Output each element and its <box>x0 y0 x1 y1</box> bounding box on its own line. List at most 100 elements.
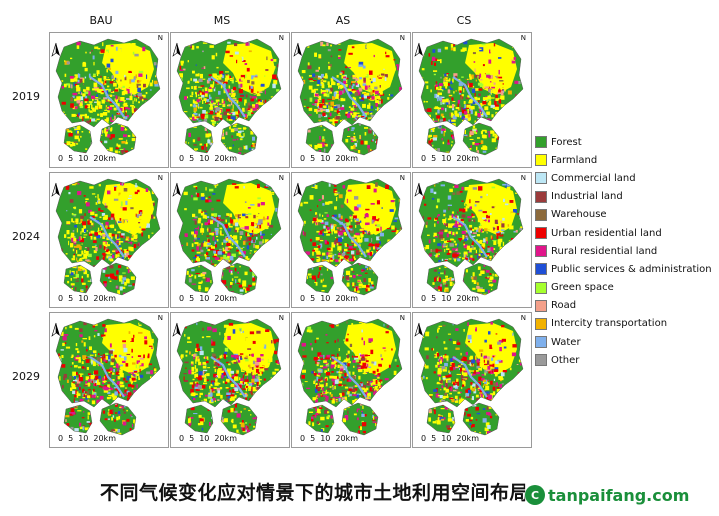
scale-label: 20km <box>93 294 116 303</box>
legend-swatch <box>535 172 547 185</box>
legend-item: Warehouse <box>535 206 712 224</box>
scale-bar: 0 5 10 20km <box>179 434 242 443</box>
scale-label: 5 <box>68 294 74 303</box>
scale-label: 10 <box>78 434 89 443</box>
scale-label: 20km <box>456 294 479 303</box>
land-use-map <box>297 178 403 296</box>
legend-label: Warehouse <box>551 209 607 221</box>
column-header-ms: MS <box>213 14 231 27</box>
scale-label: 10 <box>441 154 452 163</box>
scale-label: 10 <box>199 434 210 443</box>
legend-item: Urban residential land <box>535 224 712 242</box>
watermark-logo: C <box>525 485 545 505</box>
north-label: N <box>278 34 284 42</box>
legend-swatch <box>535 336 547 349</box>
scale-label: 20km <box>214 294 237 303</box>
scale-label: 5 <box>68 434 74 443</box>
legend-label: Water <box>551 336 581 348</box>
scale-bar: 0 5 10 20km <box>58 434 121 443</box>
legend-label: Green space <box>551 282 614 294</box>
north-label: N <box>157 174 163 182</box>
map-panel-cs-2019: N 0 5 10 20km <box>412 32 532 168</box>
legend-item: Commercial land <box>535 169 712 187</box>
scale-label: 5 <box>68 154 74 163</box>
watermark: C tanpaifang.com <box>525 482 713 508</box>
scale-label: 0 <box>58 154 64 163</box>
scale-label: 0 <box>421 434 427 443</box>
map-panel-ms-2024: N 0 5 10 20km <box>170 172 290 308</box>
legend-label: Urban residential land <box>551 227 662 239</box>
map-panel-cs-2024: N 0 5 10 20km <box>412 172 532 308</box>
scale-label: 10 <box>199 294 210 303</box>
scale-label: 5 <box>431 294 437 303</box>
north-label: N <box>157 314 163 322</box>
legend-item: Road <box>535 297 712 315</box>
scale-label: 0 <box>179 434 185 443</box>
map-panel-ms-2029: N 0 5 10 20km <box>170 312 290 448</box>
legend-item: Green space <box>535 279 712 297</box>
scale-label: 0 <box>300 154 306 163</box>
scale-label: 20km <box>93 434 116 443</box>
scale-label: 10 <box>441 434 452 443</box>
land-use-map <box>55 318 161 436</box>
legend-swatch <box>535 227 547 240</box>
map-panel-as-2029: N 0 5 10 20km <box>291 312 411 448</box>
scale-label: 20km <box>335 434 358 443</box>
north-arrow-icon <box>51 42 60 57</box>
map-panel-bau-2029: N 0 5 10 20km <box>49 312 169 448</box>
north-arrow-icon <box>414 42 423 57</box>
row-header-2029: 2029 <box>12 370 40 383</box>
scale-label: 5 <box>310 434 316 443</box>
scale-label: 5 <box>310 294 316 303</box>
north-arrow-icon <box>172 42 181 57</box>
scale-label: 0 <box>58 294 64 303</box>
north-arrow-icon <box>172 182 181 197</box>
scale-label: 20km <box>214 434 237 443</box>
legend-swatch <box>535 263 547 276</box>
north-arrow-icon <box>414 322 423 337</box>
scale-bar: 0 5 10 20km <box>300 154 363 163</box>
legend-swatch <box>535 136 547 149</box>
north-arrow-icon <box>293 42 302 57</box>
scale-label: 5 <box>431 154 437 163</box>
scale-label: 10 <box>199 154 210 163</box>
land-use-map <box>297 318 403 436</box>
legend-item: Other <box>535 351 712 369</box>
legend-item: Forest <box>535 133 712 151</box>
scale-label: 0 <box>300 434 306 443</box>
north-arrow-icon <box>172 322 181 337</box>
legend-label: Other <box>551 354 580 366</box>
row-header-2024: 2024 <box>12 230 40 243</box>
legend-item: Public services & administration <box>535 260 712 278</box>
scale-label: 0 <box>179 154 185 163</box>
map-panel-as-2024: N 0 5 10 20km <box>291 172 411 308</box>
north-label: N <box>399 174 405 182</box>
north-label: N <box>520 314 526 322</box>
scale-label: 0 <box>421 154 427 163</box>
legend-label: Commercial land <box>551 172 636 184</box>
scale-label: 20km <box>456 434 479 443</box>
map-panel-cs-2029: N 0 5 10 20km <box>412 312 532 448</box>
scale-label: 10 <box>78 294 89 303</box>
north-label: N <box>399 34 405 42</box>
north-arrow-icon <box>293 322 302 337</box>
scale-bar: 0 5 10 20km <box>300 434 363 443</box>
legend-swatch <box>535 354 547 367</box>
north-label: N <box>157 34 163 42</box>
north-label: N <box>278 314 284 322</box>
scale-bar: 0 5 10 20km <box>58 294 121 303</box>
legend-label: Public services & administration <box>551 263 712 275</box>
north-label: N <box>520 174 526 182</box>
legend-swatch <box>535 208 547 221</box>
north-label: N <box>399 314 405 322</box>
legend-label: Intercity transportation <box>551 318 668 330</box>
legend-item: Industrial land <box>535 188 712 206</box>
scale-bar: 0 5 10 20km <box>421 434 484 443</box>
legend-swatch <box>535 317 547 330</box>
legend-label: Road <box>551 300 577 312</box>
scale-label: 20km <box>214 154 237 163</box>
legend-item: Intercity transportation <box>535 315 712 333</box>
figure-caption: 不同气候变化应对情景下的城市土地利用空间布局 <box>100 482 530 504</box>
land-use-map <box>176 38 282 156</box>
legend-item: Water <box>535 333 712 351</box>
